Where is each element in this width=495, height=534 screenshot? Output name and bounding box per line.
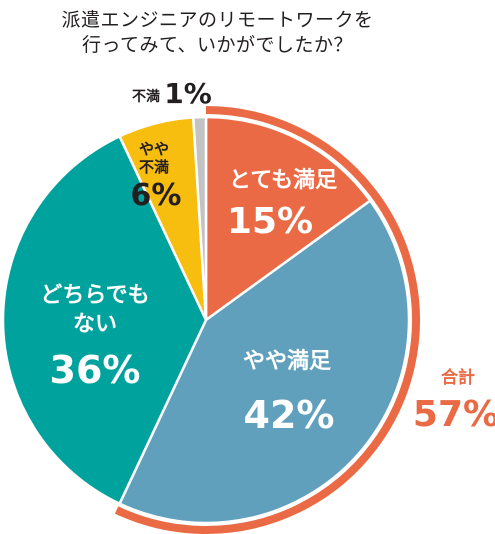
slice-label-dochira-line1: どちらでも [40, 283, 149, 308]
pie-slice-fuman [192, 115, 208, 322]
slice-value-yaya-manzoku: 42% [244, 393, 335, 437]
pie-slice-dochira-demo-nai [1, 135, 208, 505]
slice-value-fuman: 1% [164, 77, 212, 110]
slice-label-yaya-manzoku: やや満足 [243, 348, 331, 374]
chart-title: 派遣エンジニアのリモートワークを 行ってみて、いかがでしたか？ [0, 8, 435, 58]
total-arc [114, 106, 420, 534]
slice-value-dochira: 36% [50, 348, 141, 392]
slice-labels: とても満足 15% やや満足 42% どちらでも ない 36% やや 不満 6%… [40, 77, 495, 437]
slice-label-yaya-fuman-line2: 不満 [139, 158, 169, 176]
slice-label-fuman: 不満 [132, 88, 160, 105]
slice-value-totemo-manzoku: 15% [227, 201, 313, 242]
slice-value-yaya-fuman: 6% [131, 178, 182, 213]
total-value: 57% [413, 394, 495, 435]
slice-label-dochira-line2: ない [73, 312, 117, 337]
slice-label-yaya-fuman-line1: やや [139, 140, 169, 158]
slice-label-totemo-manzoku: とても満足 [229, 167, 337, 193]
pie-slice-totemo-manzoku [204, 115, 372, 322]
total-label: 合計 [441, 367, 475, 388]
title-line-1: 派遣エンジニアのリモートワークを [61, 9, 374, 31]
pie-slices [1, 115, 411, 525]
pie-slice-yaya-manzoku [118, 199, 411, 525]
title-line-2: 行ってみて、いかがでしたか？ [81, 34, 354, 56]
